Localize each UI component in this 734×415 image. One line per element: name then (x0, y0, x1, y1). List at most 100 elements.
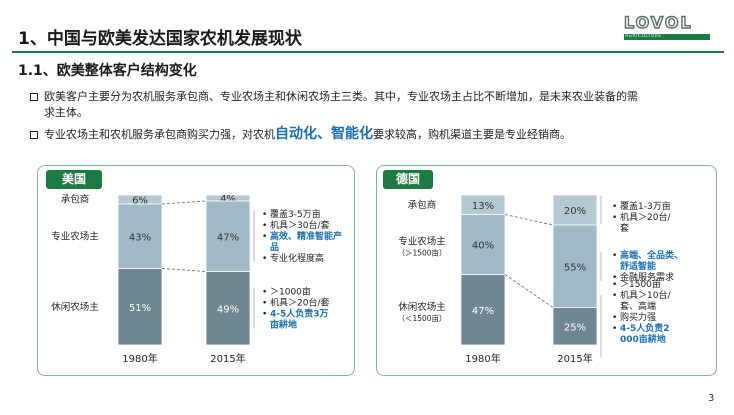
bullet-2-text: 专业农场主和农机服务承包商购买力强，对农机自动化、智能化要求较高，购机渠道主要是… (44, 126, 571, 143)
bullet-1-text: 欧美客户主要分为农机服务承包商、专业农场主和休闲农场主三类。其中，专业农场主占比… (44, 89, 638, 121)
note-text: 4-5人负责3万 (270, 307, 329, 319)
series-label: 专业农场主 (51, 230, 99, 242)
series-label: 休闲农场主 (51, 301, 99, 313)
connector-line (161, 200, 207, 205)
data-label: 49% (217, 304, 239, 315)
note-bullet-icon: • (262, 254, 267, 264)
page-title: 1、中国与欧美发达国家农机发展现状 (18, 29, 302, 49)
bar-segment (552, 224, 598, 308)
data-label: 20% (564, 206, 586, 217)
note-text: 专业化程度高 (270, 252, 324, 264)
note-bullet-icon: • (262, 309, 267, 319)
note-text: 舒适智能 (620, 260, 656, 272)
note-bullet-icon: • (612, 273, 617, 283)
note-text: 机具＞20台/套 (270, 296, 330, 308)
x-tick-label: 2015年 (210, 352, 245, 365)
bar-segment (117, 203, 163, 269)
data-label: 55% (564, 262, 586, 273)
bar-segment (205, 200, 251, 272)
note-text: ＞1500亩 (620, 278, 661, 290)
note-bullet-icon: • (612, 251, 617, 261)
note-text: 金融服务需求 (620, 271, 674, 283)
germany-title-tag: 德国 (383, 170, 433, 189)
note-text: 亩耕地 (270, 318, 297, 330)
note-text: 000亩耕地 (620, 333, 666, 345)
highlight-automation: 自动化 (275, 126, 317, 142)
connector-line (504, 214, 554, 226)
x-tick-label: 2015年 (557, 352, 592, 365)
note-bullet-icon: • (262, 210, 267, 220)
note-bullet-icon: • (612, 291, 617, 301)
data-label: 25% (564, 322, 586, 333)
highlight-separator: 、 (317, 126, 331, 142)
bullet-2: 专业农场主和农机服务承包商购买力强，对农机自动化、智能化要求较高，购机渠道主要是… (30, 126, 720, 146)
data-label: 13% (472, 201, 494, 212)
data-label: 51% (129, 303, 151, 314)
note-bullet-icon: • (262, 232, 267, 242)
germany-chart: 13% 40% 47% 1980年 20% 55% 25% 2015年 承包商专业农场主（＞15… (397, 194, 683, 365)
connector-line (161, 268, 207, 272)
highlight-intelligence: 智能化 (331, 126, 373, 142)
germany-panel (376, 165, 717, 376)
x-tick-label: 1980年 (465, 352, 500, 365)
bar-segment (460, 214, 506, 275)
data-label: 47% (217, 232, 239, 243)
bullet-1: 欧美客户主要分为农机服务承包商、专业农场主和休闲农场主三类。其中，专业农场主占比… (30, 89, 720, 123)
connector-line (504, 274, 554, 308)
bullet-1-line2: 求主体。 (44, 106, 88, 119)
bullet-1-line1: 欧美客户主要分为农机服务承包商、专业农场主和休闲农场主三类。其中，专业农场主占比… (44, 90, 638, 103)
series-label: 休闲农场主 (398, 301, 446, 313)
data-label: 47% (472, 306, 494, 317)
bar-segment (552, 307, 598, 346)
series-sublabel: （＜1500亩） (397, 313, 446, 323)
note-text: 机具＞30台/套 (270, 219, 330, 231)
data-label: 43% (129, 232, 151, 243)
section-subtitle: 1.1、欧美整体客户结构变化 (18, 63, 197, 79)
note-text: ＞1000亩 (270, 285, 311, 297)
bar-segment (460, 274, 506, 346)
data-label: 6% (132, 196, 148, 207)
bullet-2-pre: 专业农场主和农机服务承包商购买力强，对农机 (44, 128, 275, 141)
bar-segment (117, 268, 163, 346)
usa-title-tag: 美国 (46, 170, 102, 189)
note-text: 购买力强 (620, 311, 656, 323)
note-bullet-icon: • (262, 298, 267, 308)
logo-bar (624, 34, 710, 40)
note-bullet-icon: • (612, 324, 617, 334)
series-label: 承包商 (61, 194, 90, 206)
bullet-square-icon (30, 93, 38, 101)
note-text: 高端、全品类、 (620, 249, 683, 261)
bullet-2-post: 要求较高，购机渠道主要是专业经销商。 (373, 128, 571, 141)
bullet-square-icon (30, 131, 38, 139)
series-sublabel: （＞1500亩） (397, 248, 446, 258)
page-number: 3 (708, 393, 715, 404)
series-label: 承包商 (408, 199, 437, 211)
note-bullet-icon: • (612, 202, 617, 212)
note-bullet-icon: • (262, 221, 267, 231)
logo-subtext: AGRICULTURE (625, 34, 662, 39)
bar-segment (205, 271, 251, 346)
note-text: 覆盖1-3万亩 (620, 200, 671, 212)
note-text: 机具＞10台/ (620, 289, 671, 301)
note-text: 套、高端 (620, 300, 656, 312)
logo-text: LOVOL (623, 12, 693, 32)
note-text: 套 (620, 222, 629, 234)
note-bullet-icon: • (612, 313, 617, 323)
note-text: 高效、精准智能产 (270, 230, 342, 242)
note-bullet-icon: • (262, 287, 267, 297)
title-divider (12, 51, 724, 53)
x-tick-label: 1980年 (122, 352, 157, 365)
note-bullet-icon: • (612, 280, 617, 290)
note-text: 4-5人负责2 (620, 322, 670, 334)
data-label: 40% (472, 241, 494, 252)
series-label: 专业农场主 (398, 236, 446, 248)
note-bullet-icon: • (612, 213, 617, 223)
note-text: 覆盖3-5万亩 (270, 208, 321, 220)
usa-panel (37, 165, 355, 376)
note-text: 机具＞20台/ (620, 211, 671, 223)
bar-segment (552, 194, 598, 226)
data-label: 4% (220, 194, 236, 205)
lovol-logo: LOVOL AGRICULTURE (620, 12, 715, 43)
